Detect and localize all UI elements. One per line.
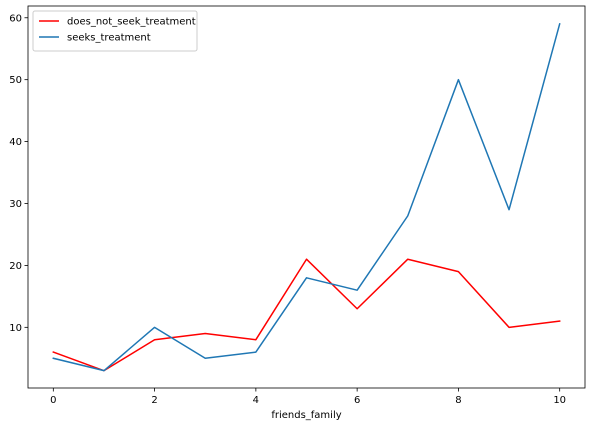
legend-box xyxy=(32,10,198,52)
y-tick-label: 10 xyxy=(9,323,22,334)
legend-label: does_not_seek_treatment xyxy=(67,17,196,28)
y-tick-label: 30 xyxy=(9,199,22,210)
legend: does_not_seek_treatment seeks_treatment xyxy=(32,10,198,52)
legend-label: seeks_treatment xyxy=(67,33,151,44)
plot-frame xyxy=(27,5,586,389)
y-axis-ticks: 10 20 30 40 50 60 xyxy=(9,13,28,334)
x-tick-label: 4 xyxy=(253,395,259,406)
x-tick-label: 8 xyxy=(455,395,461,406)
x-tick-label: 10 xyxy=(553,395,566,406)
x-axis-ticks: 0 2 4 6 8 10 xyxy=(50,388,566,406)
y-tick-label: 60 xyxy=(9,13,22,24)
series-line-seeks_treatment xyxy=(52,23,561,372)
y-tick-label: 20 xyxy=(9,261,22,272)
x-tick-label: 0 xyxy=(50,395,56,406)
x-tick-label: 2 xyxy=(151,395,157,406)
series-line-does_not_seek_treatment xyxy=(52,258,561,372)
y-tick-label: 40 xyxy=(9,137,22,148)
x-tick-label: 6 xyxy=(354,395,360,406)
y-tick-label: 50 xyxy=(9,75,22,86)
series-lines xyxy=(52,23,561,372)
axes-frame xyxy=(27,5,586,389)
x-axis-label: friends_family xyxy=(271,410,341,421)
